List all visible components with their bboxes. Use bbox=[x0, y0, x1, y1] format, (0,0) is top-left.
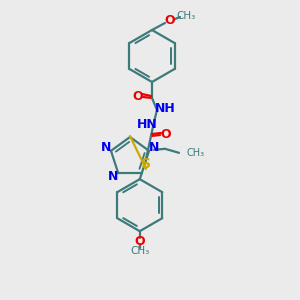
Text: HN: HN bbox=[136, 118, 158, 130]
Text: O: O bbox=[165, 14, 175, 28]
Text: O: O bbox=[161, 128, 171, 140]
Text: S: S bbox=[141, 157, 151, 171]
Text: O: O bbox=[133, 89, 143, 103]
Text: N: N bbox=[108, 170, 119, 183]
Text: O: O bbox=[134, 235, 145, 248]
Text: CH₃: CH₃ bbox=[130, 246, 149, 256]
Text: CH₃: CH₃ bbox=[176, 11, 196, 21]
Text: CH₃: CH₃ bbox=[186, 148, 204, 158]
Text: N: N bbox=[149, 141, 159, 154]
Text: N: N bbox=[101, 141, 111, 154]
Text: NH: NH bbox=[154, 103, 176, 116]
